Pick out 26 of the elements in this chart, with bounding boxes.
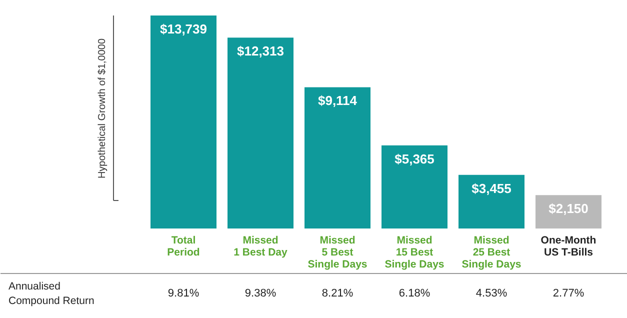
x-tick-label: Missed 15 Best Single Days (384, 234, 444, 270)
data-label: $3,455 (472, 180, 512, 196)
bar (536, 195, 602, 228)
text: 9.81% (168, 288, 200, 300)
x-tick-label: Total Period (167, 234, 200, 258)
data-label: $2,150 (548, 201, 588, 216)
bar (150, 16, 216, 228)
bar (228, 38, 294, 228)
text: 6.18% (398, 288, 430, 300)
data-label: $5,365 (394, 151, 434, 166)
x-tick-label: Missed 1 Best Day (234, 234, 288, 258)
data-label: $13,739 (160, 22, 208, 36)
bar (382, 145, 448, 228)
x-tick-label: Missed 5 Best Single Days (308, 234, 368, 270)
text: 4.53% (476, 288, 508, 300)
data-label: $9,114 (318, 93, 358, 108)
text: 2.77% (552, 288, 584, 300)
x-tick-label: Missed 25 Best Single Days (462, 234, 522, 270)
data-label: $12,313 (237, 44, 284, 59)
text: 8.21% (322, 288, 354, 300)
x-tick-label: One-Month US T-Bills (540, 234, 596, 258)
bar (304, 87, 370, 228)
bar (458, 174, 524, 228)
text: Annualised Compound Return (8, 280, 94, 307)
text: 9.38% (244, 288, 276, 300)
y-axis-title: Hypothetical Growth of $1,0000 (97, 38, 108, 179)
